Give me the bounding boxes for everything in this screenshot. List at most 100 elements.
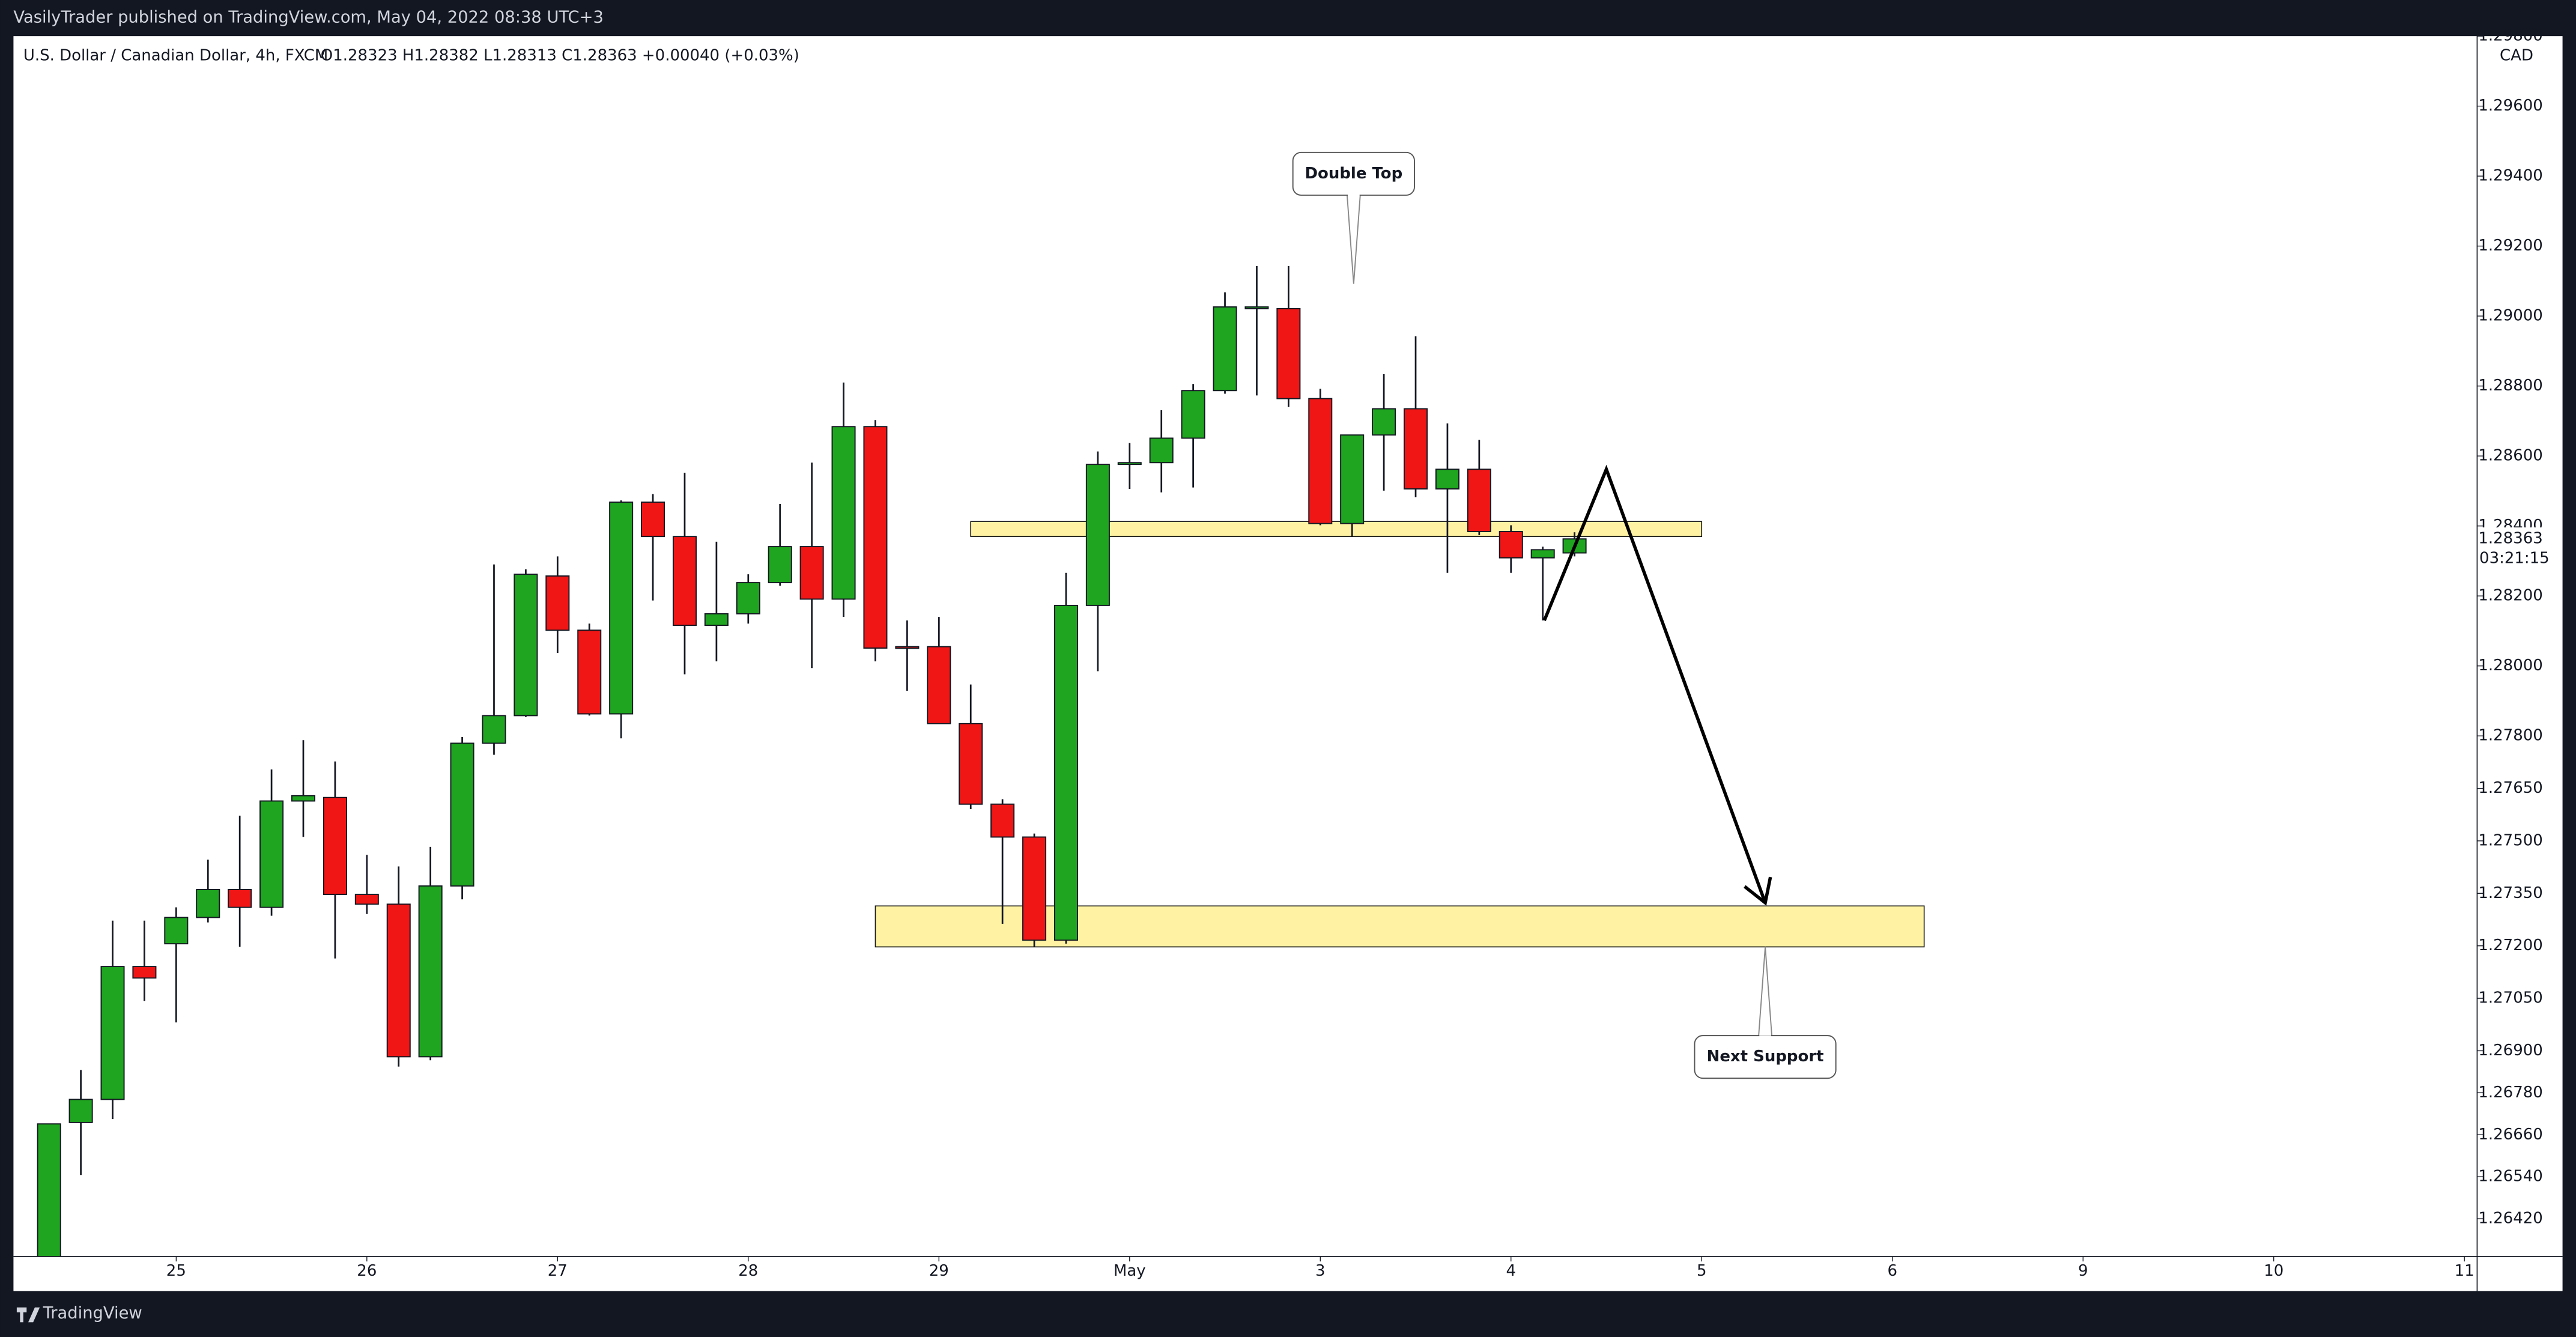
candle-body: [323, 796, 347, 896]
callout-join: [1347, 193, 1360, 196]
y-tick-label: 1.27800: [2478, 727, 2542, 745]
candle-body: [418, 885, 443, 1058]
y-tick-label: 1.29400: [2478, 167, 2542, 185]
candle-body: [450, 742, 474, 887]
ohlc-legend: O1.28323 H1.28382 L1.28313 C1.28363 +0.0…: [321, 46, 799, 64]
candle-body: [895, 646, 920, 649]
chart-title: U.S. Dollar / Canadian Dollar, 4h, FXCM: [23, 46, 328, 64]
candle-body: [1499, 531, 1523, 559]
candle-body: [990, 803, 1015, 838]
currency: CAD: [2500, 46, 2533, 64]
candle-body: [1181, 390, 1205, 439]
y-tick-label: 1.27200: [2478, 936, 2542, 954]
y-tick-label: 1.28200: [2478, 587, 2542, 605]
projection-arrowhead: [1744, 876, 1772, 906]
x-tick-label: 11: [2455, 1262, 2474, 1280]
candle-body: [799, 546, 824, 600]
brand: TradingView: [43, 1304, 142, 1323]
x-tick-label: 5: [1697, 1262, 1707, 1280]
candle-body: [100, 966, 125, 1100]
x-tick-label: 9: [2078, 1262, 2088, 1280]
x-tick-label: 26: [357, 1262, 377, 1280]
y-tick-label: 1.28600: [2478, 447, 2542, 465]
projection-line: [1542, 464, 1767, 904]
candle-body: [1404, 408, 1428, 490]
candle-body: [354, 894, 379, 905]
candle-body: [228, 888, 252, 908]
brand-logo: [16, 1307, 40, 1323]
candle-body: [1053, 604, 1078, 941]
x-tick-label: 4: [1506, 1262, 1517, 1280]
candle-body: [1435, 468, 1459, 490]
candle-body: [1467, 468, 1491, 532]
y-tick-label: 1.26540: [2478, 1168, 2542, 1186]
candle-body: [291, 795, 316, 802]
y-tick-label: 1.27650: [2478, 779, 2542, 797]
x-tick-label: 25: [166, 1262, 186, 1280]
y-tick-label: 1.27050: [2478, 989, 2542, 1007]
x-tick-label: 29: [929, 1262, 949, 1280]
x-tick-label: 27: [548, 1262, 568, 1280]
candle-body: [132, 966, 157, 979]
x-tick-label: 6: [1887, 1262, 1897, 1280]
candle-body: [1117, 462, 1142, 465]
candle-body: [545, 575, 570, 631]
y-tick-label: 1.26900: [2478, 1041, 2542, 1060]
x-tick-label: 28: [738, 1262, 758, 1280]
last-price-bg: [2479, 527, 2561, 571]
y-tick-label: 1.28000: [2478, 656, 2542, 675]
y-tick-label: 1.27350: [2478, 884, 2542, 902]
x-tick-label: 10: [2264, 1262, 2284, 1280]
y-tick-label: 1.26420: [2478, 1210, 2542, 1228]
candle-body: [68, 1099, 93, 1123]
candle-body: [259, 800, 284, 908]
candle-body: [577, 629, 602, 715]
callout-pointer: [1758, 947, 1772, 1036]
y-tick-label: 1.26660: [2478, 1126, 2542, 1144]
plot-area: Double Top Next Support: [37, 151, 1925, 1257]
candle-body: [1276, 308, 1301, 399]
candle-body: [863, 426, 888, 649]
y-tick-label: 1.29200: [2478, 237, 2542, 255]
y-tick-label: 1.29000: [2478, 307, 2542, 325]
candle-body: [1213, 306, 1237, 392]
last-price-label: 1.28363: [2478, 530, 2542, 548]
candle-body: [196, 888, 220, 918]
y-tick-label: 1.29600: [2478, 97, 2542, 115]
candle-body: [1085, 464, 1110, 606]
candle-body: [672, 536, 697, 626]
candle-body: [386, 903, 411, 1058]
candle-body: [37, 1123, 61, 1257]
callout-text: Next Support: [1707, 1047, 1824, 1066]
zone: [874, 905, 1925, 948]
zone: [970, 521, 1703, 537]
candle-body: [514, 574, 538, 717]
chart-background: [13, 36, 2563, 1291]
countdown: 03:21:15: [2479, 550, 2550, 568]
x-tick-label: May: [1114, 1262, 1146, 1280]
candle-body: [1149, 437, 1174, 464]
callout-join: [1759, 1035, 1771, 1038]
candle-body: [1308, 398, 1333, 524]
candle-body: [959, 723, 983, 805]
candle-body: [1340, 434, 1365, 524]
candle-body: [641, 502, 665, 538]
candle-body: [1530, 549, 1555, 559]
publisher: VasilyTrader published on TradingView.co…: [13, 8, 604, 27]
candle-body: [1372, 408, 1396, 436]
candle-body: [1022, 836, 1047, 941]
y-tick-label: 1.27500: [2478, 831, 2542, 849]
candle-body: [1244, 306, 1269, 309]
candle-body: [164, 917, 189, 945]
candle-body: [736, 582, 760, 614]
y-tick-label: 1.26780: [2478, 1084, 2542, 1102]
y-tick-label: 1.29800: [2478, 27, 2542, 45]
callout-text: Double Top: [1305, 165, 1402, 183]
candle-body: [609, 502, 634, 715]
candle-body: [482, 715, 506, 744]
callout-pointer: [1346, 195, 1361, 284]
x-tick-label: 3: [1315, 1262, 1326, 1280]
y-tick-label: 1.28800: [2478, 377, 2542, 395]
